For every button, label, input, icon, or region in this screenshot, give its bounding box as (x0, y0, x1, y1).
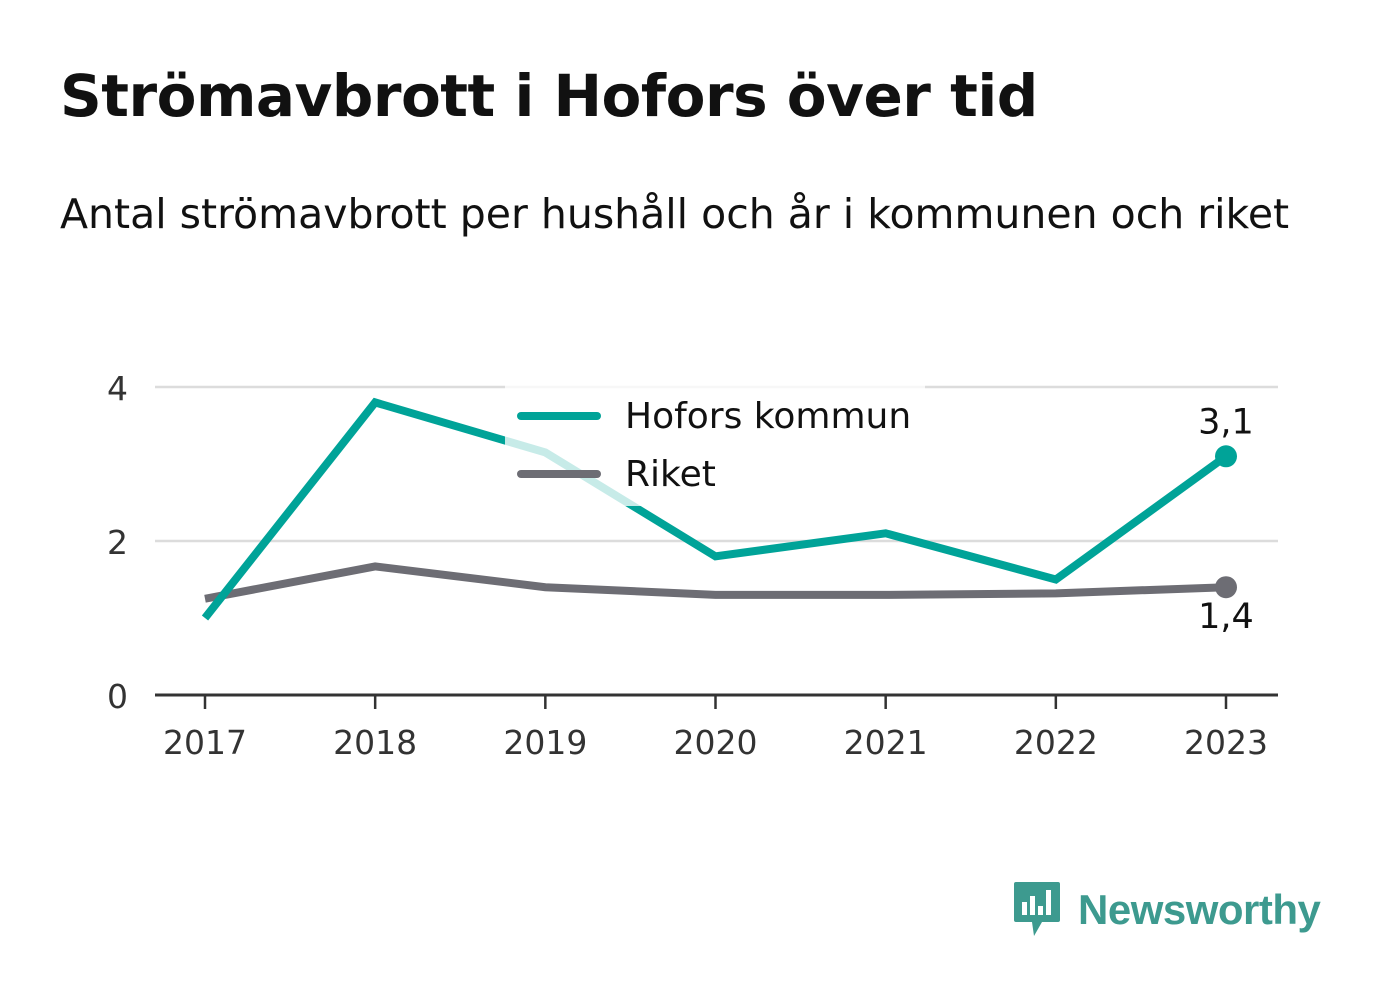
legend-item-riket: Riket (517, 453, 716, 495)
legend-swatch-riket (517, 470, 601, 478)
x-tick-label: 2020 (674, 723, 758, 762)
axes: 0 2 4 2017 2018 2019 2020 2021 2022 2023 (107, 369, 1278, 762)
x-tick-label: 2017 (163, 723, 247, 762)
series-line-riket (204, 562, 1227, 603)
legend-item-hofors: Hofors kommun (517, 395, 912, 437)
y-tick-label: 4 (107, 369, 128, 408)
chart-title: Strömavbrott i Hofors över tid (60, 62, 1038, 130)
end-marker-riket (1215, 576, 1237, 599)
brand-name: Newsworthy (1078, 886, 1321, 933)
data-labels: 1,4 3,1 (1198, 402, 1254, 637)
y-tick-label: 0 (107, 677, 128, 716)
series-line-hofors (201, 397, 1229, 621)
x-tick-label: 2018 (333, 723, 417, 762)
data-label-riket: 1,4 (1198, 597, 1254, 637)
legend: Hofors kommun Riket (505, 384, 925, 506)
legend-swatch-hofors (517, 412, 601, 420)
legend-label-riket: Riket (625, 453, 716, 495)
x-tick-label: 2022 (1014, 723, 1098, 762)
x-tick-label: 2019 (503, 723, 587, 762)
end-marker-hofors (1215, 445, 1237, 468)
chart-subtitle: Antal strömavbrott per hushåll och år i … (60, 190, 1290, 238)
x-tick-label: 2023 (1184, 723, 1268, 762)
y-tick-label: 2 (107, 523, 128, 562)
x-tick-label: 2021 (844, 723, 928, 762)
data-label-hofors: 3,1 (1198, 402, 1254, 442)
series-lines (201, 397, 1237, 621)
newsworthy-logo-icon (1014, 882, 1060, 936)
legend-label-hofors: Hofors kommun (625, 395, 912, 437)
brand: Newsworthy (1012, 880, 1321, 940)
